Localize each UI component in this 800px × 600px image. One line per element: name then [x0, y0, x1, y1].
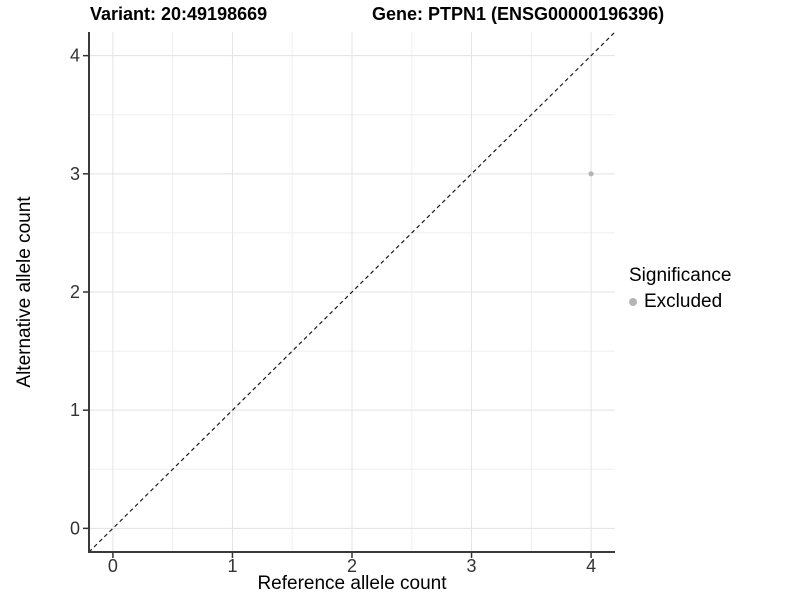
x-tick-label: 4: [586, 556, 596, 576]
y-tick-label: 0: [70, 518, 80, 538]
variant-title: Variant: 20:49198669: [90, 4, 268, 24]
legend: Significance Excluded: [629, 265, 731, 313]
y-tick-label: 1: [70, 400, 80, 420]
y-tick-label: 4: [70, 46, 80, 66]
x-axis-title: Reference allele count: [257, 573, 447, 594]
gene-title: Gene: PTPN1 (ENSG00000196396): [372, 4, 665, 24]
legend-title: Significance: [629, 265, 732, 286]
x-tick-label: 1: [227, 556, 237, 576]
y-tick-label: 3: [70, 164, 80, 184]
legend-items: Excluded: [629, 291, 731, 313]
y-tick-label: 2: [70, 282, 80, 302]
y-axis-title: Alternative allele count: [14, 196, 35, 388]
x-tick-label: 0: [108, 556, 118, 576]
legend-item-label: Excluded: [644, 291, 723, 312]
x-tick-label: 2: [347, 556, 357, 576]
legend-item: Excluded: [629, 291, 731, 313]
identity-reference-line: [88, 31, 616, 553]
legend-point-icon: [629, 298, 637, 306]
x-tick-label: 3: [467, 556, 477, 576]
data-point: [588, 171, 594, 177]
